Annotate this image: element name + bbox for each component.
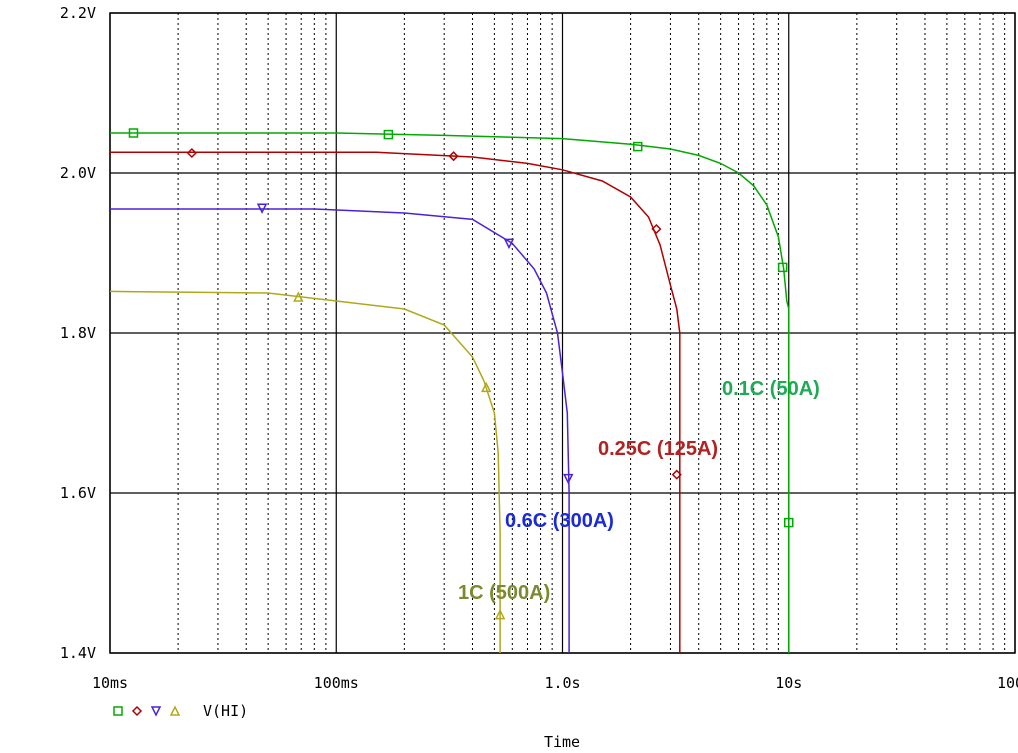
series-marker (448, 151, 459, 162)
series-line (109, 290, 501, 653)
series-annotation: 0.6C (300A) (505, 510, 614, 532)
series-layer (109, 128, 794, 653)
series-group (110, 203, 574, 653)
series-marker (128, 128, 139, 138)
series-group (109, 290, 506, 653)
series-line (110, 208, 570, 653)
series-marker (169, 705, 181, 716)
series-marker (256, 203, 268, 214)
series-marker (563, 473, 574, 485)
series-line (110, 132, 790, 653)
series-line (110, 151, 681, 653)
y-tick-label: 2.0V (60, 164, 96, 182)
series-group (110, 128, 794, 653)
annotations: 0.1C (50A) 0.25C (125A) 0.6C (300A) 1C (500… (458, 378, 820, 604)
legend-label: V(HI) (203, 702, 248, 720)
legend: V(HI) (113, 702, 248, 720)
series-marker (186, 147, 197, 159)
series-marker (150, 706, 162, 717)
series-marker (113, 706, 123, 716)
x-tick-label: 1.0s (544, 674, 580, 692)
y-tick-label: 1.4V (60, 644, 96, 662)
series-marker (671, 469, 682, 480)
series-marker (293, 291, 304, 302)
series-marker (383, 129, 394, 140)
series-marker (131, 705, 143, 717)
series-marker (503, 238, 515, 250)
x-tick-label: 10ms (92, 674, 128, 692)
series-group (110, 147, 682, 653)
x-tick-label: 100ms (314, 674, 359, 692)
series-annotation: 1C (500A) (458, 582, 550, 604)
series-marker (777, 262, 788, 273)
series-marker (494, 608, 506, 620)
series-annotation: 0.25C (125A) (598, 438, 718, 460)
series-marker (784, 517, 794, 528)
series-marker (651, 223, 662, 235)
y-tick-label: 1.8V (60, 324, 96, 342)
series-marker (480, 381, 492, 393)
plot-frame (109, 12, 1016, 654)
x-tick-label: 100s (997, 674, 1018, 692)
y-tick-label: 2.2V (60, 4, 96, 22)
series-annotation: 0.1C (50A) (722, 378, 820, 400)
series-marker (632, 141, 643, 152)
tick-labels: 10ms 100ms 1.0s 10s 100s 2.2V 2.0V 1.8V 1.6V 1.4V (60, 4, 1018, 692)
x-tick-label: 10s (775, 674, 802, 692)
y-tick-label: 1.6V (60, 484, 96, 502)
x-axis-label: Time (544, 733, 580, 751)
